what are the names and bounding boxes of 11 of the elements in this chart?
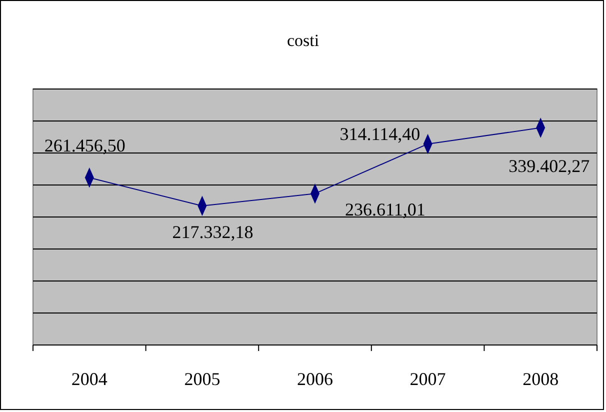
chart-title: costi <box>286 31 320 50</box>
data-label: 217.332,18 <box>172 222 254 242</box>
x-tick-label: 2006 <box>297 369 333 389</box>
x-tick-label: 2007 <box>410 369 446 389</box>
x-tick-label: 2005 <box>184 369 220 389</box>
data-label: 236.611,01 <box>345 200 426 220</box>
x-tick-label: 2008 <box>522 369 559 389</box>
x-tick-label: 2004 <box>71 369 108 389</box>
data-label: 339.402,27 <box>508 156 590 176</box>
data-label: 314.114,40 <box>340 124 420 144</box>
data-label: 261.456,50 <box>44 136 126 156</box>
